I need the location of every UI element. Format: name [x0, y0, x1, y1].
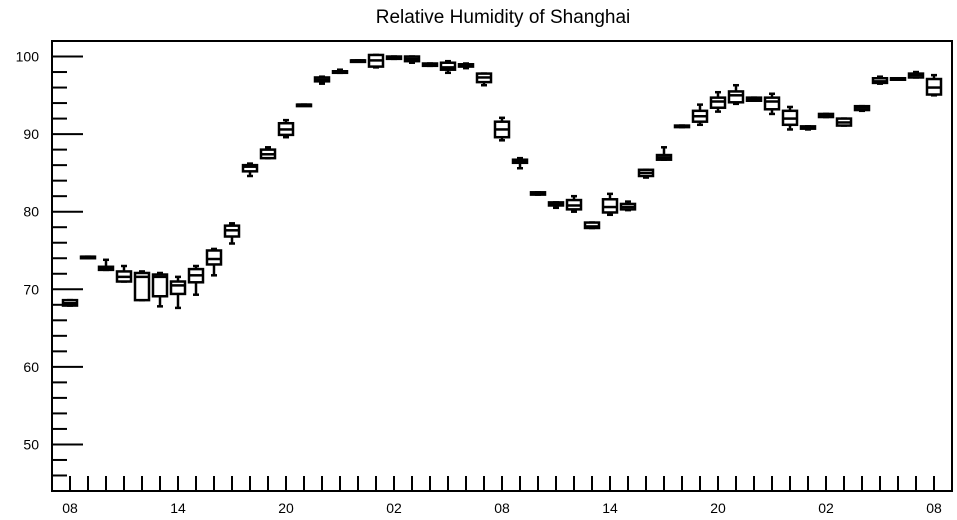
box-body [151, 273, 169, 298]
box [799, 125, 817, 131]
box [277, 118, 295, 139]
box [853, 104, 871, 113]
x-tick-label: 20 [710, 500, 726, 516]
box [259, 146, 277, 160]
box [385, 55, 403, 61]
box [763, 92, 781, 116]
box [493, 116, 511, 142]
box [169, 275, 187, 310]
x-tick-label: 14 [602, 500, 618, 516]
box-body [241, 163, 259, 173]
box [475, 72, 493, 87]
box [601, 192, 619, 217]
box [781, 105, 799, 131]
box [817, 112, 835, 119]
box [637, 168, 655, 179]
box [655, 146, 673, 161]
y-tick-label: 80 [23, 204, 39, 220]
y-tick-label: 100 [16, 49, 40, 65]
box [187, 264, 205, 296]
x-tick-label: 08 [62, 500, 78, 516]
box [313, 75, 331, 85]
box [583, 221, 601, 230]
y-tick-label: 90 [23, 126, 39, 142]
box-body [205, 249, 223, 266]
box [745, 96, 763, 102]
box [511, 156, 529, 170]
box-series [61, 53, 943, 310]
box-body [763, 96, 781, 111]
box [241, 162, 259, 178]
box [907, 70, 925, 79]
box [61, 298, 79, 307]
box [619, 200, 637, 212]
box [151, 271, 169, 308]
chart-title: Relative Humidity of Shanghai [376, 7, 631, 28]
box [727, 83, 745, 106]
box [367, 53, 385, 69]
x-tick-label: 08 [494, 500, 510, 516]
box [709, 90, 727, 113]
box [115, 264, 133, 283]
y-tick-label: 50 [23, 436, 39, 452]
box [925, 73, 943, 97]
x-tick-label: 20 [278, 500, 294, 516]
box [457, 62, 475, 70]
box [97, 258, 115, 272]
box [421, 62, 439, 68]
x-tick-label: 08 [926, 500, 942, 516]
box [673, 124, 691, 129]
box [295, 103, 313, 108]
y-axis: 50 60 70 80 90 100 [16, 40, 83, 492]
box [331, 68, 349, 75]
box [889, 76, 907, 81]
x-tick-label: 02 [818, 500, 834, 516]
x-tick-label: 14 [170, 500, 186, 516]
box [439, 59, 457, 75]
box [223, 222, 241, 245]
box [835, 117, 853, 127]
x-tick-label: 02 [386, 500, 402, 516]
box [691, 103, 709, 127]
box [565, 194, 583, 213]
box [547, 201, 565, 210]
box-body [133, 271, 151, 302]
x-axis: 08 14 20 02 08 14 20 02 08 [62, 476, 942, 516]
box [871, 75, 889, 85]
box [79, 255, 97, 260]
box [529, 191, 547, 196]
box [205, 247, 223, 277]
y-tick-label: 60 [23, 359, 39, 375]
box-body [169, 280, 187, 296]
box-body [727, 90, 745, 104]
box [349, 59, 367, 64]
y-tick-label: 70 [23, 281, 39, 297]
plot-frame [51, 40, 953, 492]
box [403, 55, 421, 64]
box [133, 270, 151, 302]
